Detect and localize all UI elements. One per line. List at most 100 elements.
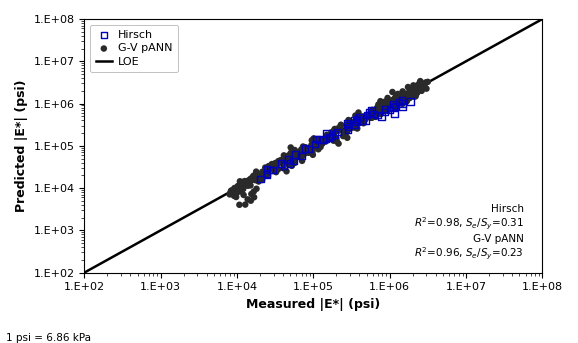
G-V pANN (329, 131, 338, 137)
G-V pANN (235, 179, 244, 184)
G-V pANN (240, 178, 249, 184)
Text: 1 psi = 6.86 kPa: 1 psi = 6.86 kPa (6, 333, 91, 343)
G-V pANN (292, 154, 301, 159)
G-V pANN (378, 102, 387, 108)
G-V pANN (387, 99, 396, 105)
G-V pANN (274, 158, 283, 164)
G-V pANN (286, 145, 295, 150)
Hirsch (343, 125, 353, 130)
G-V pANN (346, 126, 355, 131)
G-V pANN (334, 141, 343, 146)
G-V pANN (307, 142, 316, 148)
G-V pANN (234, 182, 243, 188)
G-V pANN (304, 150, 313, 155)
G-V pANN (232, 194, 241, 200)
G-V pANN (379, 100, 388, 105)
G-V pANN (261, 168, 270, 174)
G-V pANN (263, 171, 272, 176)
G-V pANN (414, 81, 424, 86)
Hirsch (279, 163, 288, 168)
Hirsch (297, 153, 306, 159)
G-V pANN (297, 149, 306, 155)
Hirsch (321, 137, 331, 142)
G-V pANN (336, 122, 346, 128)
G-V pANN (314, 137, 324, 142)
Hirsch (255, 176, 265, 182)
G-V pANN (246, 198, 255, 203)
G-V pANN (405, 90, 414, 96)
G-V pANN (317, 139, 326, 144)
G-V pANN (238, 186, 247, 191)
G-V pANN (258, 169, 267, 175)
G-V pANN (249, 173, 258, 179)
G-V pANN (307, 138, 316, 143)
G-V pANN (413, 84, 422, 90)
G-V pANN (401, 97, 410, 102)
G-V pANN (251, 177, 260, 183)
G-V pANN (331, 135, 340, 141)
G-V pANN (296, 153, 305, 158)
Hirsch (286, 161, 295, 166)
G-V pANN (329, 128, 338, 134)
G-V pANN (383, 95, 392, 101)
G-V pANN (386, 99, 395, 104)
G-V pANN (233, 186, 242, 192)
Hirsch (331, 132, 340, 137)
G-V pANN (329, 132, 338, 138)
G-V pANN (249, 189, 258, 194)
G-V pANN (419, 82, 428, 88)
Hirsch (353, 117, 362, 122)
G-V pANN (295, 152, 305, 157)
G-V pANN (322, 132, 331, 138)
G-V pANN (243, 183, 253, 188)
G-V pANN (316, 140, 325, 145)
G-V pANN (244, 178, 254, 183)
G-V pANN (328, 133, 338, 139)
G-V pANN (252, 172, 261, 178)
G-V pANN (402, 98, 412, 104)
G-V pANN (226, 190, 235, 195)
G-V pANN (243, 197, 252, 202)
G-V pANN (261, 165, 270, 170)
G-V pANN (376, 98, 385, 104)
G-V pANN (271, 161, 280, 166)
Hirsch (350, 122, 360, 127)
G-V pANN (280, 159, 289, 165)
G-V pANN (389, 99, 398, 105)
G-V pANN (331, 129, 340, 134)
Hirsch (388, 101, 398, 107)
Hirsch (333, 129, 342, 135)
G-V pANN (290, 147, 299, 153)
G-V pANN (366, 112, 375, 118)
G-V pANN (353, 126, 362, 131)
G-V pANN (346, 119, 355, 124)
G-V pANN (257, 173, 266, 179)
G-V pANN (358, 118, 368, 123)
G-V pANN (227, 188, 236, 193)
G-V pANN (258, 171, 268, 177)
G-V pANN (312, 137, 321, 142)
G-V pANN (239, 186, 248, 192)
G-V pANN (313, 141, 322, 146)
G-V pANN (379, 103, 388, 109)
G-V pANN (244, 180, 254, 185)
G-V pANN (373, 105, 382, 110)
G-V pANN (257, 176, 266, 182)
G-V pANN (254, 179, 263, 184)
G-V pANN (406, 91, 415, 96)
G-V pANN (412, 90, 421, 96)
G-V pANN (418, 82, 428, 87)
G-V pANN (316, 142, 325, 147)
G-V pANN (300, 151, 309, 156)
G-V pANN (344, 117, 353, 123)
Hirsch (325, 135, 335, 141)
G-V pANN (332, 139, 342, 144)
G-V pANN (232, 186, 241, 191)
G-V pANN (240, 202, 250, 207)
G-V pANN (282, 168, 291, 174)
Legend: Hirsch, G-V pANN, LOE: Hirsch, G-V pANN, LOE (90, 25, 178, 72)
G-V pANN (250, 194, 259, 200)
G-V pANN (401, 95, 410, 100)
Hirsch (398, 101, 407, 106)
G-V pANN (412, 89, 421, 95)
